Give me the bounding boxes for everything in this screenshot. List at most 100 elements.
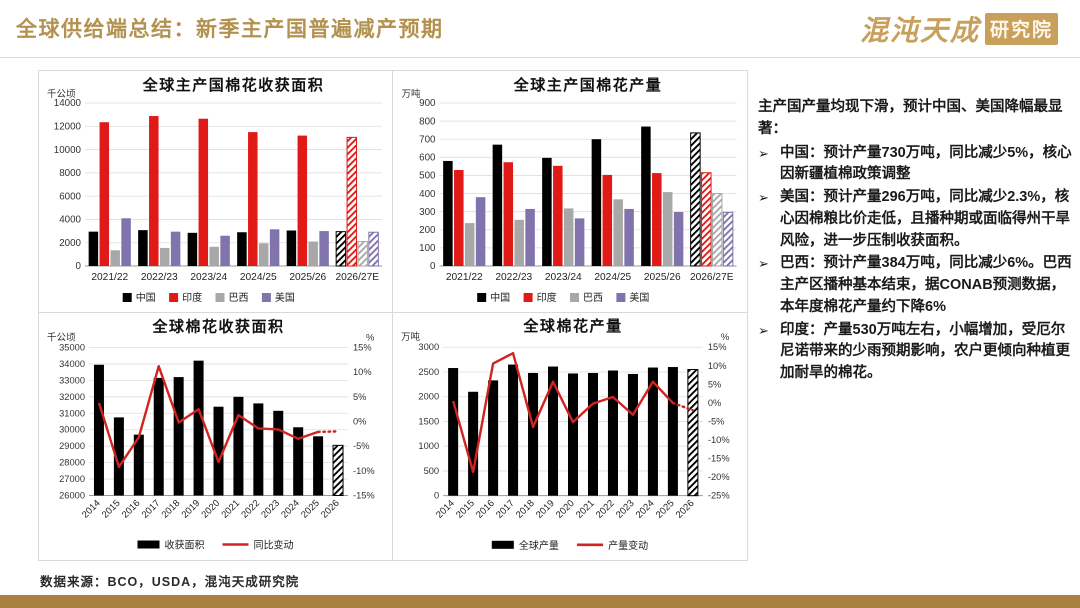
svg-text:4000: 4000	[59, 215, 81, 226]
bottom-accent-bar	[0, 595, 1080, 608]
svg-text:2020: 2020	[199, 498, 222, 521]
svg-text:全球棉花产量: 全球棉花产量	[522, 317, 622, 335]
svg-text:印度: 印度	[182, 291, 202, 304]
svg-text:2025: 2025	[299, 498, 322, 521]
bullet-brazil: 巴西：预计产量384万吨，同比减少6%。巴西主产区播种基本结束，据CONAB预测…	[780, 255, 1072, 315]
svg-text:2000: 2000	[59, 238, 81, 249]
svg-text:2021: 2021	[219, 498, 242, 521]
svg-text:28000: 28000	[59, 458, 85, 468]
svg-text:全球棉花收获面积: 全球棉花收获面积	[151, 318, 284, 336]
svg-text:-15%: -15%	[708, 454, 730, 464]
chart-harvest-area-by-country: 0 2000 4000 6000 8000 10000 12000 14000 全球主产国棉花收…	[38, 70, 393, 313]
svg-text:2025: 2025	[654, 498, 677, 521]
svg-text:2014: 2014	[80, 498, 103, 521]
svg-text:0%: 0%	[708, 398, 721, 408]
svg-text:-15%: -15%	[353, 491, 375, 501]
svg-text:32000: 32000	[59, 392, 85, 402]
svg-text:10%: 10%	[708, 361, 727, 371]
svg-text:-10%: -10%	[353, 466, 375, 476]
svg-text:8000: 8000	[59, 168, 81, 179]
svg-text:2019: 2019	[534, 498, 557, 521]
svg-text:900: 900	[419, 98, 436, 109]
svg-text:35000: 35000	[59, 343, 85, 353]
svg-text:15%: 15%	[708, 342, 727, 352]
svg-text:0: 0	[430, 261, 436, 272]
svg-text:2025/26: 2025/26	[644, 272, 681, 283]
list-item: ➢ 印度：产量530万吨左右，小幅增加，受厄尔尼诺带来的少雨预期影响，农户更倾向…	[758, 320, 1074, 385]
svg-text:800: 800	[419, 116, 436, 127]
svg-text:-5%: -5%	[353, 441, 370, 451]
svg-text:29000: 29000	[59, 441, 85, 451]
svg-text:5%: 5%	[353, 392, 366, 402]
chart-grid: 0 2000 4000 6000 8000 10000 12000 14000 全球主产国棉花收…	[38, 70, 748, 561]
list-item: ➢ 巴西：预计产量384万吨，同比减少6%。巴西主产区播种基本结束，据CONAB…	[758, 253, 1074, 318]
svg-text:15%: 15%	[353, 343, 372, 353]
svg-text:34000: 34000	[59, 359, 85, 369]
svg-text:2022: 2022	[594, 498, 617, 521]
svg-text:0: 0	[76, 261, 82, 272]
chart-global-production: 0 500 1000 1500 2000 2500 3000 -25% -20% -15% -10%…	[393, 313, 748, 561]
arrow-bullet-icon: ➢	[758, 256, 769, 272]
svg-text:2018: 2018	[160, 498, 183, 521]
chart-svg: 0 500 1000 1500 2000 2500 3000 -25% -20% -15% -10%…	[401, 317, 730, 552]
svg-text:2020: 2020	[554, 498, 577, 521]
svg-text:千公顷: 千公顷	[47, 333, 76, 344]
svg-text:2024: 2024	[634, 498, 657, 521]
svg-text:200: 200	[419, 225, 436, 236]
svg-text:2026: 2026	[319, 498, 342, 521]
svg-text:2017: 2017	[494, 498, 517, 521]
svg-text:产量变动: 产量变动	[608, 539, 648, 552]
chart-svg: 0 2000 4000 6000 8000 10000 12000 14000 全球主产国棉花收…	[47, 76, 382, 304]
svg-text:印度: 印度	[537, 291, 557, 304]
svg-text:2024/25: 2024/25	[240, 272, 277, 283]
svg-text:31000: 31000	[59, 408, 85, 418]
svg-text:12000: 12000	[54, 121, 82, 132]
svg-text:2000: 2000	[418, 392, 439, 402]
svg-text:2022/23: 2022/23	[495, 272, 532, 283]
svg-text:美国: 美国	[275, 291, 295, 304]
svg-text:巴西: 巴西	[583, 292, 603, 304]
svg-text:3000: 3000	[418, 342, 439, 352]
svg-text:1500: 1500	[418, 416, 439, 426]
svg-text:33000: 33000	[59, 375, 85, 385]
page-title: 全球供给端总结：新季主产国普遍减产预期	[16, 18, 444, 41]
svg-text:500: 500	[419, 171, 436, 182]
chart-global-harvest-area: 26000 27000 28000 29000 30000 31000 32000 33000…	[38, 313, 393, 561]
svg-text:2023/24: 2023/24	[190, 272, 227, 283]
svg-text:2021/22: 2021/22	[446, 272, 483, 283]
svg-text:2019: 2019	[180, 498, 203, 521]
analysis-intro: 主产国产量均现下滑，预计中国、美国降幅最显著：	[758, 99, 1063, 137]
svg-text:收获面积: 收获面积	[165, 539, 205, 552]
svg-text:2018: 2018	[514, 498, 537, 521]
svg-text:-10%: -10%	[708, 435, 730, 445]
svg-text:0: 0	[434, 491, 439, 501]
svg-text:27000: 27000	[59, 474, 85, 484]
svg-text:5%: 5%	[708, 379, 721, 389]
header-divider	[0, 57, 1080, 58]
svg-text:中国: 中国	[490, 291, 510, 304]
svg-text:2023/24: 2023/24	[545, 272, 582, 283]
svg-text:2014: 2014	[434, 498, 457, 521]
svg-text:500: 500	[424, 466, 440, 476]
svg-text:-5%: -5%	[708, 416, 725, 426]
list-item: ➢ 美国：预计产量296万吨，同比减少2.3%，核心因棉粮比价走低，且播种期或面…	[758, 187, 1074, 252]
svg-text:2023: 2023	[259, 498, 282, 521]
arrow-bullet-icon: ➢	[758, 145, 769, 161]
svg-text:全球产量: 全球产量	[519, 539, 559, 552]
bullet-china: 中国：预计产量730万吨，同比减少5%，核心因新疆植棉政策调整	[780, 144, 1072, 183]
svg-text:700: 700	[419, 134, 436, 145]
list-item: ➢ 中国：预计产量730万吨，同比减少5%，核心因新疆植棉政策调整	[758, 143, 1074, 187]
svg-text:中国: 中国	[136, 291, 156, 304]
svg-text:2024/25: 2024/25	[594, 272, 631, 283]
svg-text:14000: 14000	[54, 98, 82, 109]
svg-text:2016: 2016	[120, 498, 143, 521]
svg-text:%: %	[366, 333, 375, 344]
svg-text:300: 300	[419, 207, 436, 218]
svg-text:全球主产国棉花产量: 全球主产国棉花产量	[513, 76, 663, 94]
svg-text:0%: 0%	[353, 417, 366, 427]
company-logo: 混沌天成 研究院	[860, 9, 1058, 49]
analysis-panel: 主产国产量均现下滑，预计中国、美国降幅最显著： ➢ 中国：预计产量730万吨，同…	[758, 97, 1074, 385]
svg-text:2026: 2026	[674, 498, 697, 521]
